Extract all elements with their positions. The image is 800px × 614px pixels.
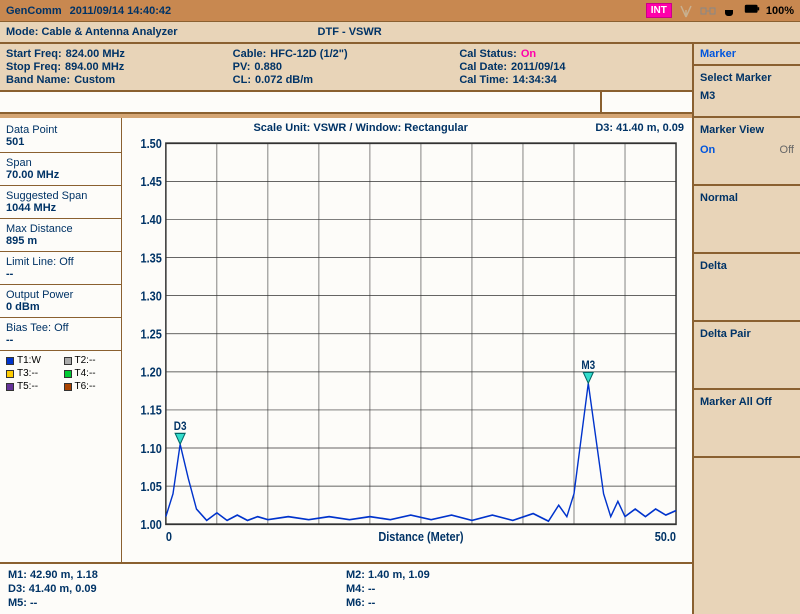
mode-label: Mode: Cable & Antenna Analyzer bbox=[6, 26, 178, 38]
d3-readout-row: D3: 41.40 m, 0.09 bbox=[8, 583, 346, 595]
timestamp: 2011/09/14 14:40:42 bbox=[70, 5, 172, 17]
t1-swatch bbox=[6, 357, 14, 365]
m2-readout: M2: 1.40 m, 1.09 bbox=[346, 569, 684, 581]
t1-label: T1:W bbox=[17, 355, 41, 366]
cal-status-value: On bbox=[521, 48, 536, 60]
output-power-value: 0 dBm bbox=[6, 301, 115, 313]
cl-label: CL: bbox=[233, 74, 251, 86]
trace-legend: T1:W T2:-- T3:-- T4:-- T5:-- T6:-- bbox=[0, 351, 121, 396]
band-name-label: Band Name: bbox=[6, 74, 70, 86]
m5-readout: M5: -- bbox=[8, 597, 346, 609]
svg-text:1.40: 1.40 bbox=[141, 212, 163, 227]
svg-text:1.45: 1.45 bbox=[141, 174, 163, 189]
marker-view-button[interactable]: Marker View On Off bbox=[694, 118, 800, 186]
left-params: Data Point501 Span70.00 MHz Suggested Sp… bbox=[0, 118, 122, 562]
cl-value: 0.072 dB/m bbox=[255, 74, 313, 86]
t6-label: T6:-- bbox=[75, 381, 96, 392]
output-power-label: Output Power bbox=[6, 289, 115, 301]
marker-all-off-button[interactable]: Marker All Off bbox=[694, 390, 800, 458]
max-distance-value: 895 m bbox=[6, 235, 115, 247]
svg-text:1.25: 1.25 bbox=[141, 327, 163, 342]
data-point-value: 501 bbox=[6, 136, 115, 148]
logo: GenComm bbox=[6, 5, 62, 17]
delta-button[interactable]: Delta bbox=[694, 254, 800, 322]
titlebar: GenComm 2011/09/14 14:40:42 INT 100% bbox=[0, 0, 800, 22]
modebar: Mode: Cable & Antenna Analyzer DTF - VSW… bbox=[0, 22, 800, 44]
chart-scale-title: Scale Unit: VSWR / Window: Rectangular bbox=[126, 122, 595, 134]
battery-icon bbox=[744, 4, 760, 18]
svg-text:M3: M3 bbox=[581, 359, 595, 372]
t3-swatch bbox=[6, 370, 14, 378]
bias-tee-value: -- bbox=[6, 334, 115, 346]
t5-swatch bbox=[6, 383, 14, 391]
delta-pair-button[interactable]: Delta Pair bbox=[694, 322, 800, 390]
start-freq-value: 824.00 MHz bbox=[66, 48, 125, 60]
side-title: Marker bbox=[694, 44, 800, 66]
link-icon bbox=[700, 4, 716, 18]
t2-swatch bbox=[64, 357, 72, 365]
stop-freq-value: 894.00 MHz bbox=[65, 61, 124, 73]
cal-time-value: 14:34:34 bbox=[513, 74, 557, 86]
t2-label: T2:-- bbox=[75, 355, 96, 366]
cal-date-label: Cal Date: bbox=[459, 61, 507, 73]
cal-time-label: Cal Time: bbox=[459, 74, 508, 86]
svg-text:50.0: 50.0 bbox=[655, 529, 677, 544]
antenna-icon bbox=[678, 4, 694, 18]
svg-text:D3: D3 bbox=[174, 420, 187, 433]
bias-tee-label: Bias Tee: Off bbox=[6, 322, 115, 334]
t3-label: T3:-- bbox=[17, 368, 38, 379]
t5-label: T5:-- bbox=[17, 381, 38, 392]
mode-sub: DTF - VSWR bbox=[318, 26, 382, 38]
svg-text:1.00: 1.00 bbox=[141, 517, 163, 532]
t4-swatch bbox=[64, 370, 72, 378]
marker-view-off: Off bbox=[780, 144, 794, 156]
svg-text:1.05: 1.05 bbox=[141, 479, 163, 494]
svg-text:1.50: 1.50 bbox=[141, 136, 163, 151]
t6-swatch bbox=[64, 383, 72, 391]
chart-plot[interactable]: 1.00 1.05 1.10 1.15 1.20 1.25 1.30 1.35 1.40 1.45… bbox=[126, 136, 684, 558]
svg-text:1.30: 1.30 bbox=[141, 288, 163, 303]
suggested-span-value: 1044 MHz bbox=[6, 202, 115, 214]
span-value: 70.00 MHz bbox=[6, 169, 115, 181]
span-label: Span bbox=[6, 157, 115, 169]
select-marker-value: M3 bbox=[700, 90, 794, 102]
normal-button[interactable]: Normal bbox=[694, 186, 800, 254]
svg-text:1.35: 1.35 bbox=[141, 250, 163, 265]
int-badge: INT bbox=[646, 3, 672, 18]
suggested-span-label: Suggested Span bbox=[6, 190, 115, 202]
svg-text:1.15: 1.15 bbox=[141, 403, 163, 418]
select-marker-label: Select Marker bbox=[700, 72, 794, 84]
limit-line-value: -- bbox=[6, 268, 115, 280]
m4-readout: M4: -- bbox=[346, 583, 684, 595]
blank-bar bbox=[0, 92, 692, 114]
pv-value: 0.880 bbox=[254, 61, 282, 73]
svg-text:1.10: 1.10 bbox=[141, 441, 163, 456]
svg-text:0: 0 bbox=[166, 529, 172, 544]
d3-readout: D3: 41.40 m, 0.09 bbox=[595, 122, 684, 134]
select-marker-button[interactable]: Select Marker M3 bbox=[694, 66, 800, 118]
battery-percent: 100% bbox=[766, 5, 794, 17]
limit-line-label: Limit Line: Off bbox=[6, 256, 115, 268]
m6-readout: M6: -- bbox=[346, 597, 684, 609]
start-freq-label: Start Freq: bbox=[6, 48, 62, 60]
svg-text:Distance (Meter): Distance (Meter) bbox=[378, 529, 463, 544]
plug-icon bbox=[722, 4, 738, 18]
status-icons: INT 100% bbox=[646, 3, 794, 18]
t4-label: T4:-- bbox=[75, 368, 96, 379]
marker-readout-bar: M1: 42.90 m, 1.18 M2: 1.40 m, 1.09 D3: 4… bbox=[0, 562, 692, 614]
cable-value: HFC-12D (1/2") bbox=[270, 48, 347, 60]
cable-label: Cable: bbox=[233, 48, 267, 60]
max-distance-label: Max Distance bbox=[6, 223, 115, 235]
m1-readout: M1: 42.90 m, 1.18 bbox=[8, 569, 346, 581]
marker-view-on: On bbox=[700, 144, 715, 156]
band-name-value: Custom bbox=[74, 74, 115, 86]
stop-freq-label: Stop Freq: bbox=[6, 61, 61, 73]
cal-status-label: Cal Status: bbox=[459, 48, 516, 60]
cal-date-value: 2011/09/14 bbox=[511, 61, 565, 73]
data-point-label: Data Point bbox=[6, 124, 115, 136]
marker-view-label: Marker View bbox=[700, 124, 794, 136]
param-row: Start Freq: 824.00 MHz Stop Freq: 894.00 M… bbox=[0, 44, 692, 92]
pv-label: PV: bbox=[233, 61, 251, 73]
svg-text:1.20: 1.20 bbox=[141, 365, 163, 380]
